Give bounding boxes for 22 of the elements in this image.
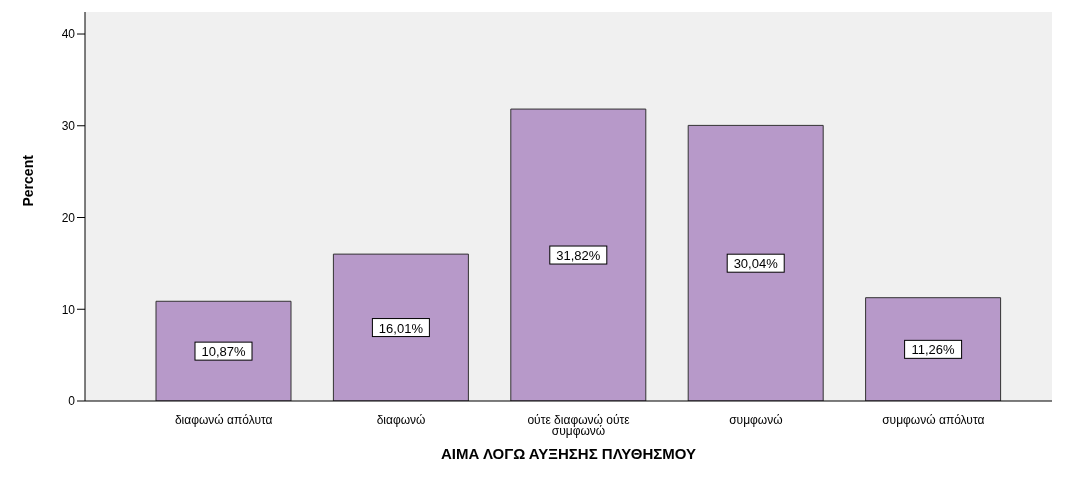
data-label: 16,01% [378,320,424,336]
data-label: 31,82% [556,248,601,264]
bar [510,108,647,401]
x-axis-title: ΑΙΜΑ ΛΟΓΩ ΑΥΞΗΣΗΣ ΠΛΥΘΗΣΜΟΥ [441,445,696,462]
bar [155,300,292,401]
bar [332,253,469,401]
bar [687,124,824,401]
x-tick-label: συμφωνώ απόλυτα [882,412,985,427]
data-label: 11,26% [911,342,956,358]
x-tick-label: συμφωνώ [729,412,783,427]
y-tick-label: 10 [61,302,76,317]
y-axis-title: Percent [19,154,36,207]
data-label: 30,04% [733,256,779,272]
y-tick-label: 40 [61,27,76,42]
y-tick-label: 20 [61,210,76,225]
data-label: 10,87% [201,344,246,360]
bar [865,297,1002,401]
x-tick-label: ούτε διαφωνώ ούτε συμφωνώ [527,412,631,438]
y-tick-label: 30 [61,119,76,134]
y-tick-label: 0 [68,394,76,409]
x-tick-label: διαφωνώ απόλυτα [174,412,273,427]
x-tick-label: διαφωνώ [376,412,426,427]
